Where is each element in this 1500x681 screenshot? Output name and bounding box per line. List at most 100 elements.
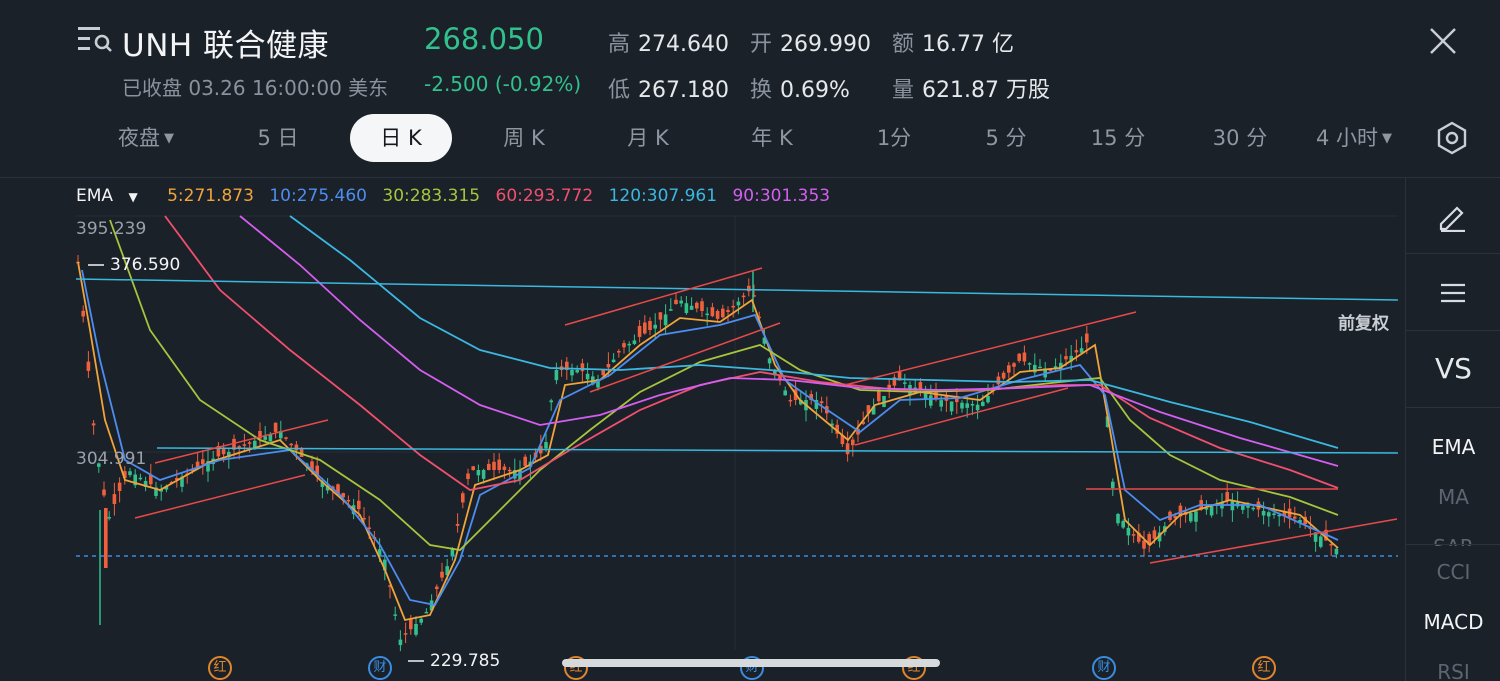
candle-body (955, 398, 959, 403)
event-marker-earnings[interactable]: 财 (368, 656, 392, 680)
tab-1min[interactable]: 1分 (876, 126, 912, 150)
ema-30-value: 30:283.315 (382, 186, 481, 206)
candle-body (149, 475, 153, 485)
candle-body (367, 527, 371, 529)
candle-body (1152, 530, 1157, 539)
candle-body (819, 401, 824, 404)
tab-day-k[interactable]: 日 K (350, 114, 452, 162)
candle-body (388, 585, 392, 587)
candle-body (1313, 532, 1318, 542)
candle-body (757, 316, 761, 319)
candle-body (996, 376, 1001, 385)
candle-body (695, 302, 699, 309)
stat-open: 开 269.990 (750, 32, 871, 57)
ema-90-line (239, 215, 1339, 467)
candle-body (1022, 352, 1027, 362)
candle-body (1064, 356, 1068, 360)
candle-body (466, 473, 470, 479)
candle-body (679, 300, 683, 304)
resistance-line (75, 278, 1399, 301)
indicator-ma[interactable]: MA (1438, 485, 1469, 509)
candle-body (1069, 355, 1073, 362)
candle-body (279, 431, 283, 439)
candle-body (497, 459, 501, 470)
candle-body (585, 373, 590, 380)
candle-body (294, 444, 299, 451)
candle-body (383, 559, 387, 571)
candle-body (1267, 512, 1271, 517)
candle-body (227, 451, 231, 458)
candle-body (622, 343, 626, 348)
candle-body (518, 470, 522, 480)
candle-body (1142, 540, 1146, 549)
candle-body (117, 482, 122, 491)
tab-month-k[interactable]: 月 K (627, 126, 669, 150)
candle-body (1209, 506, 1214, 516)
candle-body (133, 474, 137, 486)
candle-body (445, 566, 449, 576)
candle-body (565, 361, 569, 370)
candle-body (949, 401, 954, 412)
tab-year-k[interactable]: 年 K (751, 126, 793, 150)
draw-tool-button[interactable] (1406, 178, 1500, 254)
candle-body (507, 469, 512, 472)
indicator-sar[interactable]: SAR (1406, 535, 1500, 546)
ema-120-value: 120:307.961 (608, 186, 718, 206)
divider (0, 177, 1500, 178)
tab-5min[interactable]: 5 分 (985, 126, 1027, 150)
candle-body (471, 466, 475, 470)
candle-body (398, 639, 403, 646)
event-marker-dividend[interactable]: 红 (1252, 656, 1276, 680)
candle-body (180, 476, 184, 487)
indicator-macd[interactable]: MACD (1423, 610, 1484, 634)
tab-night[interactable]: 夜盘 ▼ (94, 114, 198, 162)
candle-body (726, 310, 730, 312)
trend-channel-line (564, 267, 763, 326)
candle-body (237, 446, 241, 448)
candle-body (877, 390, 881, 402)
candle-body (1282, 511, 1287, 517)
event-marker-earnings[interactable]: 财 (1092, 656, 1116, 680)
candle-body (1319, 536, 1323, 547)
ema-selector[interactable]: EMA ▼ (76, 186, 138, 206)
tab-4h[interactable]: 4 小时 ▼ (1302, 114, 1406, 162)
candle-body (523, 456, 527, 466)
candle-body (752, 295, 756, 297)
chart-scrollbar[interactable] (562, 659, 940, 667)
candle-body (310, 461, 314, 470)
compare-button[interactable]: VS (1406, 332, 1500, 408)
indicator-rsi[interactable]: RSI (1437, 660, 1470, 681)
candle-body (1241, 504, 1245, 510)
candle-body (1147, 534, 1151, 545)
list-tool-button[interactable] (1406, 255, 1500, 331)
candle-body (767, 358, 772, 364)
candle-body (175, 477, 179, 480)
event-marker-dividend[interactable]: 红 (208, 656, 232, 680)
axis-label-top: 395.239 (76, 219, 147, 239)
indicator-cci[interactable]: CCI (1436, 560, 1471, 584)
candle-body (1251, 507, 1255, 510)
candle-body (1012, 363, 1016, 367)
indicator-ema[interactable]: EMA (1431, 435, 1476, 459)
candle-body (965, 403, 969, 408)
stock-symbol: UNH 联合健康 (122, 28, 330, 64)
settings-icon[interactable] (1434, 120, 1470, 156)
candle-body (97, 463, 101, 467)
tab-5d[interactable]: 5 日 (257, 126, 299, 150)
close-icon[interactable] (1426, 24, 1460, 58)
tab-30min[interactable]: 30 分 (1212, 126, 1268, 150)
trend-channel-line (854, 387, 1069, 446)
candle-body (648, 320, 652, 330)
candle-body (923, 392, 928, 399)
candle-body (960, 402, 964, 409)
tab-week-k[interactable]: 周 K (503, 126, 545, 150)
price-adjust-label[interactable]: 前复权 (1338, 314, 1389, 334)
candle-body (1038, 366, 1042, 369)
tab-15min[interactable]: 15 分 (1090, 126, 1146, 150)
candle-body (263, 436, 267, 440)
candle-body (409, 619, 413, 630)
watchlist-menu-icon[interactable] (78, 24, 114, 54)
candle-body (232, 438, 236, 450)
candle-body (1261, 510, 1266, 516)
